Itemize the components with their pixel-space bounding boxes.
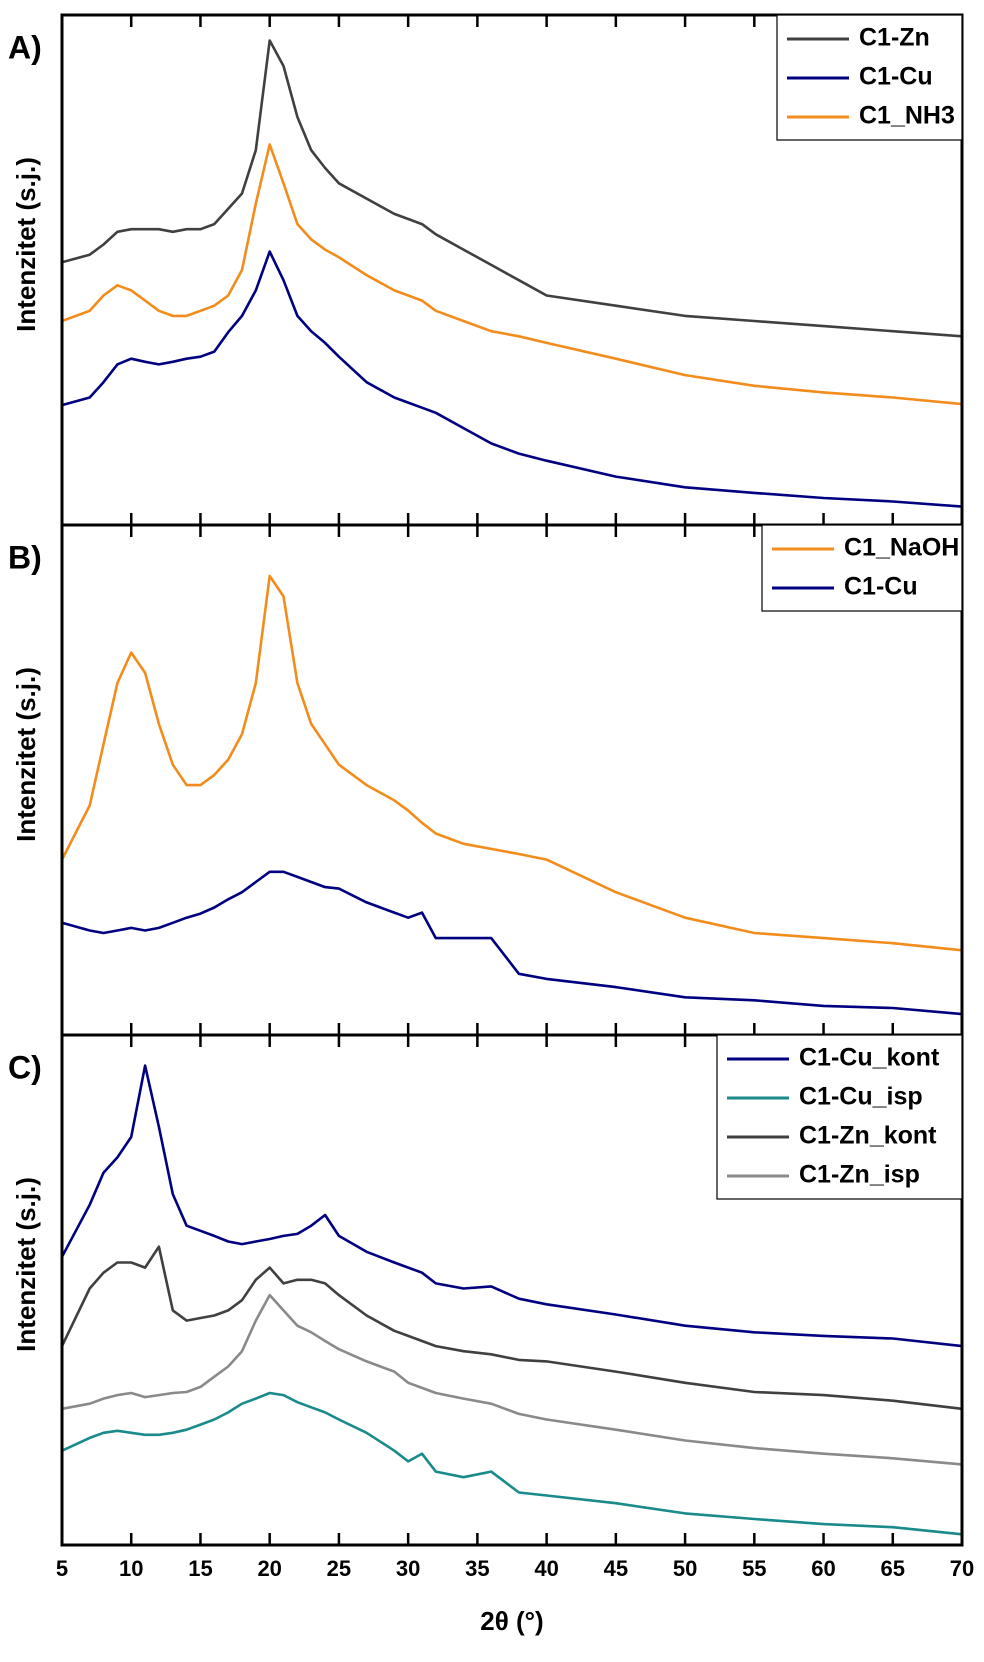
x-tick-label: 55 [742,1556,766,1581]
x-tick-label: 65 [881,1556,905,1581]
panel-label: C) [8,1049,42,1085]
y-axis-title: Intenzitet (s.j.) [11,157,41,332]
legend-label: C1-Zn_kont [799,1122,937,1150]
legend-label: C1-Cu [859,63,933,91]
legend-label: C1_NaOH [844,534,959,562]
legend-label: C1-Zn [859,24,930,52]
y-axis-title: Intenzitet (s.j.) [11,1177,41,1352]
data-line [61,250,963,508]
data-line [61,1293,963,1466]
x-tick-label: 40 [534,1556,558,1581]
x-tick-label: 50 [673,1556,697,1581]
legend-label: C1-Cu_isp [799,1083,923,1111]
legend-label: C1-Cu [844,573,918,601]
y-axis-title: Intenzitet (s.j.) [11,667,41,842]
data-line [60,574,963,952]
x-tick-label: 30 [396,1556,420,1581]
data-line [60,1064,963,1348]
legend-box [716,1034,963,1200]
legend-label: C1-Cu_kont [799,1044,940,1072]
x-tick-label: 20 [257,1556,281,1581]
data-line [61,143,963,406]
x-tick-label: 70 [950,1556,974,1581]
x-tick-label: 60 [811,1556,835,1581]
data-line [61,39,963,338]
legend-box [761,524,963,612]
legend-label: C1_NH3 [859,102,955,130]
panel-label: B) [8,539,42,575]
x-axis-title: 2θ (°) [480,1606,543,1636]
panel-label: A) [8,29,42,65]
legend-label: C1-Zn_isp [799,1161,920,1189]
x-tick-label: 10 [119,1556,143,1581]
x-tick-label: 35 [465,1556,489,1581]
plot-frame [60,1033,964,1547]
x-tick-label: 25 [327,1556,351,1581]
data-line [60,1245,963,1411]
data-line [61,1391,963,1536]
x-tick-label: 5 [56,1556,68,1581]
x-tick-label: 15 [188,1556,212,1581]
data-line [61,870,963,1016]
x-tick-label: 45 [604,1556,628,1581]
